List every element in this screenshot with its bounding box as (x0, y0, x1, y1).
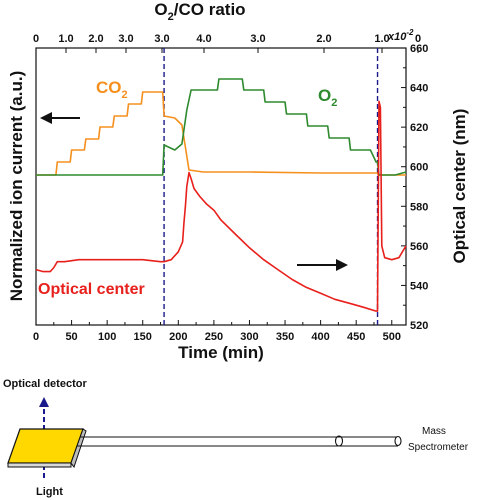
left-axis-title: Normalized ion current (a.u.) (7, 71, 26, 301)
x-tick-label-4: 200 (169, 331, 187, 343)
x-tick-label-2: 100 (98, 331, 116, 343)
x-tick-label-8: 400 (311, 331, 329, 343)
x-tick-label-5: 250 (205, 331, 223, 343)
y2-tick-label-4: 600 (410, 162, 428, 174)
sample-cell-side (70, 428, 87, 469)
light-label: Light (36, 486, 63, 498)
top-tick-label-5: 4.0 (196, 33, 211, 45)
mass-spectrometer-label-2: Spectrometer (408, 442, 469, 453)
mass-spectrometer-label-1: Mass (422, 426, 446, 437)
series-line-o2 (36, 78, 407, 176)
bottom-axis-ticks: 0 50 100 150 200 250 300 350 400 450 500 (33, 320, 401, 343)
y2-tick-label-2: 560 (410, 241, 428, 253)
y2-tick-label-7: 660 (410, 43, 428, 55)
top-tick-label-8: 1.0 (374, 33, 389, 45)
tube-end (394, 435, 402, 447)
co2-annotation: CO2 (96, 78, 128, 101)
light-beam-arrowhead (39, 397, 49, 407)
x-tick-label-1: 50 (65, 331, 77, 343)
tube-joint (334, 435, 344, 447)
right-axis-title: Optical center (nm) (450, 109, 469, 264)
y2-tick-label-0: 520 (410, 320, 428, 332)
right-arrow (297, 259, 348, 271)
top-tick-label-9: 0 (415, 33, 421, 45)
top-axis-title: O2/CO ratio (154, 0, 245, 23)
x-axis-title: Time (min) (178, 343, 264, 362)
optical-center-annotation: Optical center (38, 281, 145, 298)
setup-diagram: Optical detector Light Mass Spectrometer (3, 378, 469, 498)
top-tick-label-2: 2.0 (88, 33, 103, 45)
x-tick-label-6: 300 (240, 331, 258, 343)
x-tick-label-7: 350 (276, 331, 294, 343)
sample-cell (7, 428, 84, 464)
series-line-optical-center (35, 100, 407, 312)
top-tick-label-6: 3.0 (250, 33, 265, 45)
time-markers (163, 48, 379, 325)
o2-annotation: O2 (318, 86, 337, 109)
optical-detector-label: Optical detector (3, 378, 87, 390)
right-axis-ticks: 520 540 560 580 600 620 640 660 (401, 43, 428, 332)
y2-tick-label-5: 620 (410, 122, 428, 134)
sample-cell-edge (7, 462, 72, 468)
x-tick-label-9: 450 (347, 331, 365, 343)
x-tick-label-0: 0 (33, 331, 39, 343)
series-group (35, 78, 407, 312)
top-axis-scale-note: x10-2 (387, 28, 414, 43)
left-arrow (40, 112, 80, 124)
series-line-co2 (36, 91, 406, 176)
top-tick-label-1: 1.0 (58, 33, 73, 45)
x-tick-label-3: 150 (134, 331, 152, 343)
y2-tick-label-6: 640 (410, 83, 428, 95)
top-axis-ticks: 0 1.0 2.0 3.0 3.0 4.0 3.0 2.0 1.0 0 (33, 33, 421, 53)
y2-tick-label-1: 540 (410, 280, 428, 292)
top-tick-label-3: 3.0 (118, 33, 133, 45)
top-tick-label-7: 2.0 (316, 33, 331, 45)
top-tick-label-0: 0 (33, 33, 39, 45)
y2-tick-label-3: 580 (410, 201, 428, 213)
top-tick-label-4: 3.0 (154, 33, 169, 45)
x-tick-label-10: 500 (383, 331, 401, 343)
